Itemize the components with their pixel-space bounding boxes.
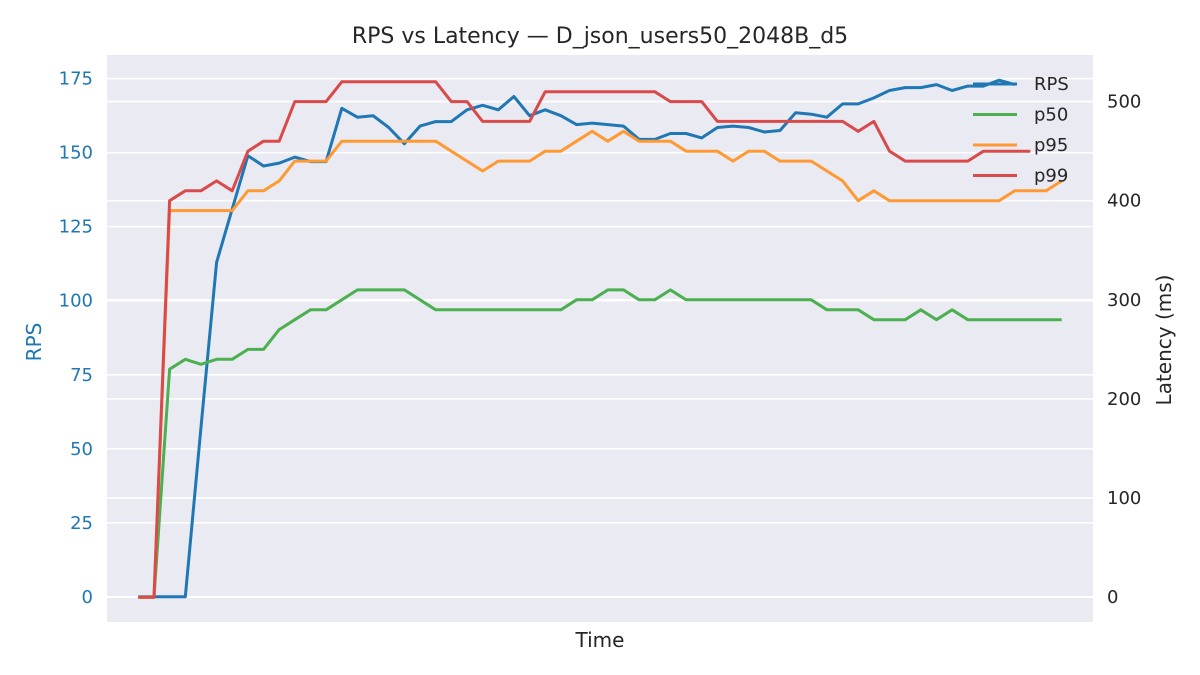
series-line-p95 bbox=[138, 129, 1063, 599]
left-axis-label: RPS bbox=[22, 323, 46, 362]
left-tick-label: 125 bbox=[59, 217, 93, 238]
legend-label: p99 bbox=[1034, 166, 1068, 187]
x-axis-label: Time bbox=[575, 628, 625, 652]
right-tick-label: 300 bbox=[1107, 290, 1141, 311]
series-lines bbox=[138, 78, 1063, 599]
right-axis-ticks: 0 100 200 300 400 500 bbox=[1107, 92, 1141, 609]
series-line-p99 bbox=[138, 80, 1031, 599]
left-tick-label: 50 bbox=[70, 439, 93, 460]
left-tick-label: 100 bbox=[59, 291, 93, 312]
left-tick-label: 0 bbox=[82, 587, 93, 608]
left-tick-label: 175 bbox=[59, 69, 93, 90]
series-line-rps bbox=[138, 78, 1016, 599]
right-tick-label: 100 bbox=[1107, 488, 1141, 509]
legend-label: p95 bbox=[1034, 135, 1068, 156]
plot-background bbox=[107, 55, 1093, 622]
chart-title: RPS vs Latency — D_json_users50_2048B_d5 bbox=[352, 24, 848, 49]
left-tick-label: 25 bbox=[70, 513, 93, 534]
left-axis-ticks: 0 25 50 75 100 125 150 175 bbox=[59, 69, 93, 608]
right-tick-label: 500 bbox=[1107, 92, 1141, 113]
right-axis-label: Latency (ms) bbox=[1152, 275, 1176, 406]
right-tick-label: 200 bbox=[1107, 389, 1141, 410]
legend-label: p50 bbox=[1034, 105, 1068, 126]
left-tick-label: 150 bbox=[59, 143, 93, 164]
series-line-p50 bbox=[138, 288, 1062, 599]
right-tick-label: 0 bbox=[1107, 587, 1118, 608]
legend-label: RPS bbox=[1034, 74, 1069, 95]
left-tick-label: 75 bbox=[70, 365, 93, 386]
legend: RPS p50 p95 p99 bbox=[973, 74, 1069, 187]
right-tick-label: 400 bbox=[1107, 191, 1141, 212]
